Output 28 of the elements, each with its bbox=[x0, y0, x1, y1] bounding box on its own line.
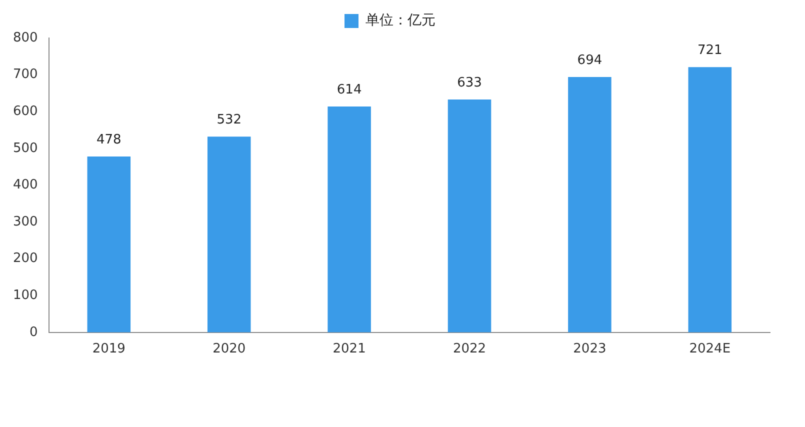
bar bbox=[568, 77, 612, 332]
y-tick-label: 300 bbox=[12, 214, 38, 230]
legend-label: 单位：亿元 bbox=[366, 12, 436, 29]
x-tick-label: 2019 bbox=[92, 342, 126, 357]
data-label: 532 bbox=[216, 112, 242, 128]
bar bbox=[87, 156, 131, 332]
bar bbox=[328, 106, 371, 332]
data-label: 478 bbox=[96, 132, 122, 148]
y-tick-label: 200 bbox=[12, 251, 38, 266]
y-tick-label: 600 bbox=[12, 104, 38, 119]
x-tick-label: 2023 bbox=[573, 342, 606, 357]
data-label: 633 bbox=[457, 75, 482, 90]
data-label: 694 bbox=[577, 52, 602, 68]
data-label: 614 bbox=[336, 82, 362, 98]
y-tick-label: 400 bbox=[12, 178, 38, 193]
y-tick-label: 0 bbox=[30, 324, 38, 340]
x-tick-label: 2021 bbox=[332, 342, 366, 357]
y-tick-label: 500 bbox=[12, 140, 38, 156]
x-tick-label: 2024E bbox=[689, 342, 731, 357]
x-tick-label: 2020 bbox=[212, 342, 246, 357]
y-tick-label: 100 bbox=[12, 288, 38, 303]
bar bbox=[448, 99, 492, 332]
data-label: 721 bbox=[697, 42, 722, 58]
y-tick-label: 800 bbox=[12, 30, 38, 46]
y-tick-label: 700 bbox=[12, 67, 38, 82]
bar bbox=[688, 67, 732, 332]
x-tick-label: 2022 bbox=[452, 342, 486, 357]
bar bbox=[207, 136, 251, 332]
